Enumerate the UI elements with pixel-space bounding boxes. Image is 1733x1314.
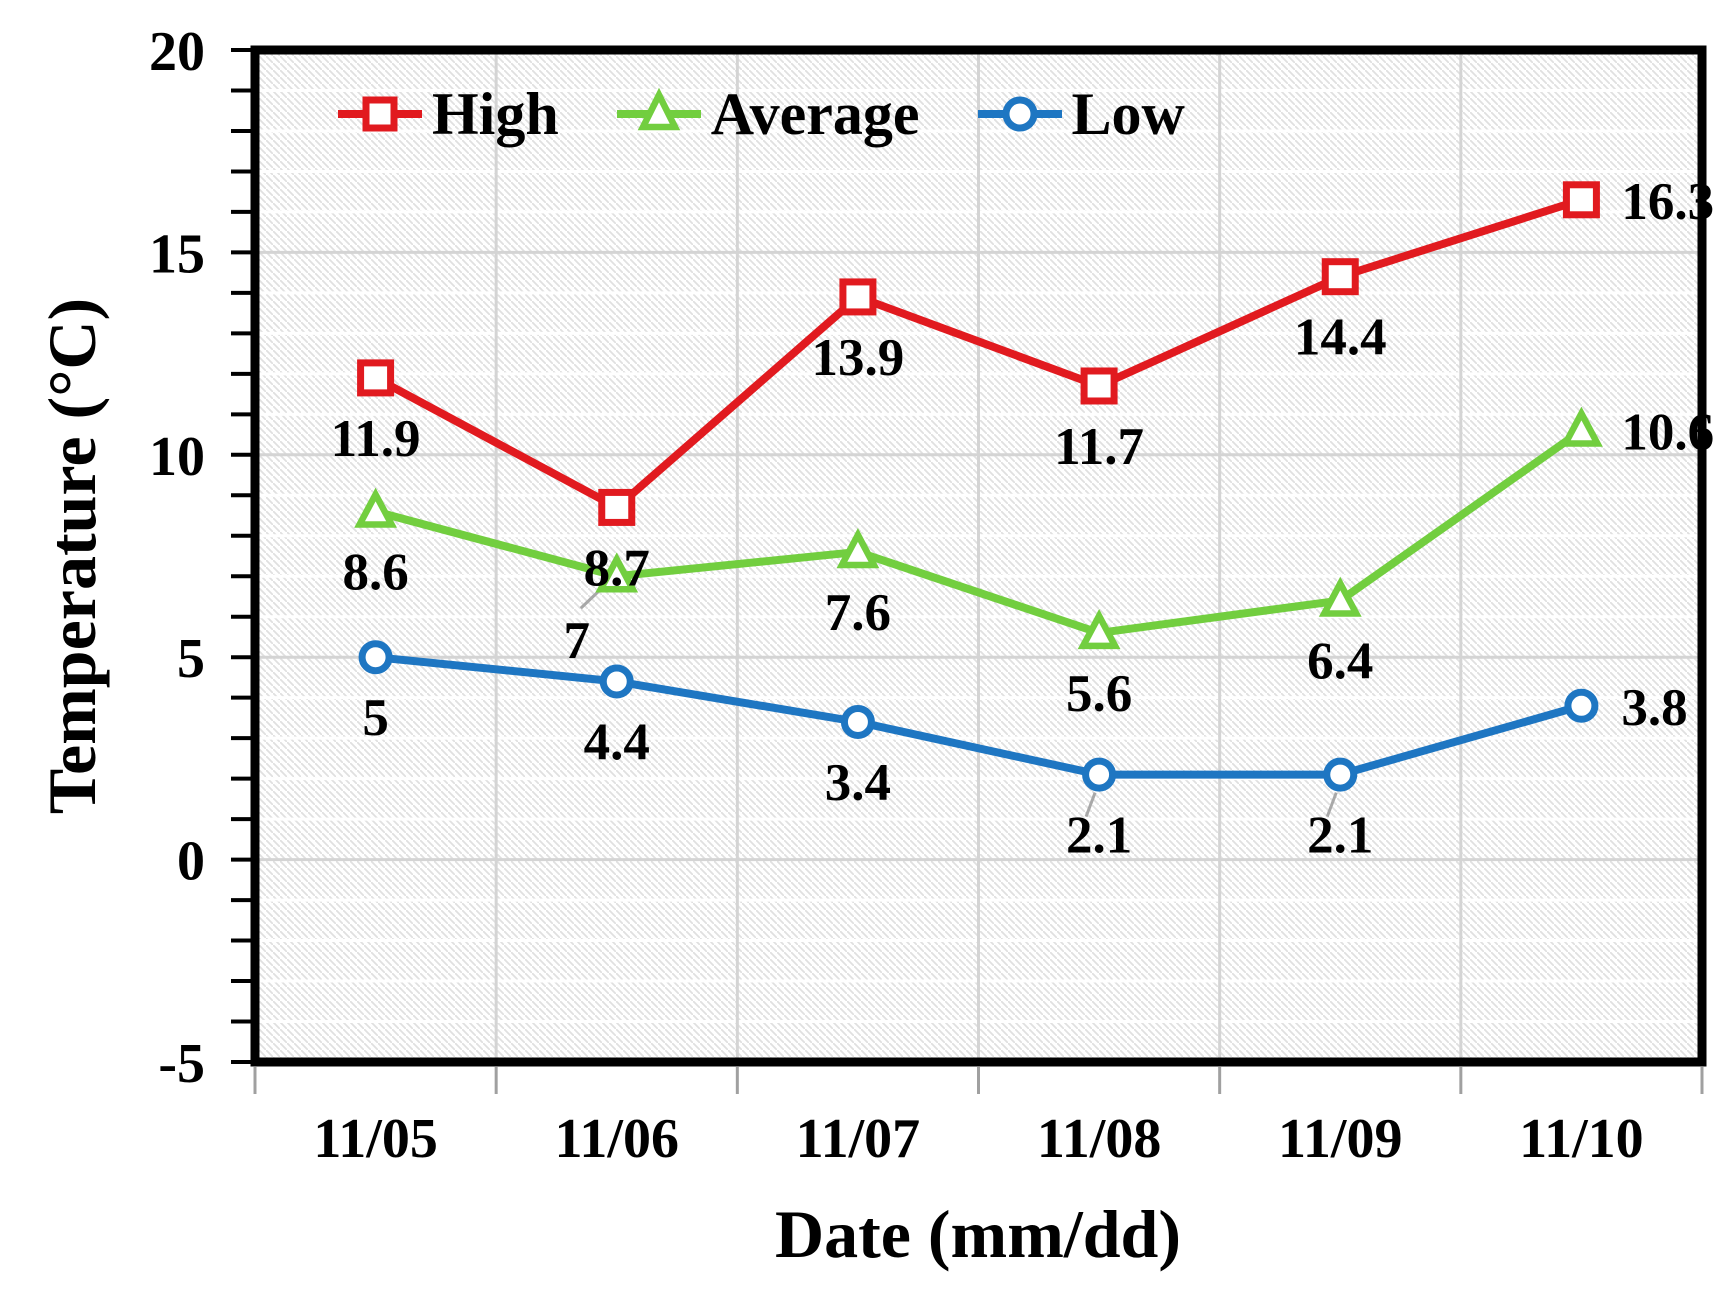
data-point-average-11/06 <box>595 552 639 593</box>
data-label: 3.4 <box>825 754 891 812</box>
label-leader-line <box>1325 792 1338 818</box>
series-line-low <box>371 653 1586 779</box>
legend-label-high: High <box>432 81 559 147</box>
legend-triangle-icon <box>637 87 680 131</box>
data-label: 13.9 <box>812 329 905 387</box>
legend-item-low: Low <box>976 84 1185 144</box>
data-point-high-11/08 <box>1080 367 1118 405</box>
data-label: 7.6 <box>825 584 891 642</box>
y-tick-label: -5 <box>158 1033 205 1095</box>
data-point-average-11/10 <box>1559 406 1603 447</box>
legend-square-icon <box>362 96 398 132</box>
legend-item-high: High <box>336 84 559 144</box>
x-tick-label: 11/08 <box>1037 1108 1161 1170</box>
x-tick-label: 11/10 <box>1519 1108 1643 1170</box>
high-series-square-marker-icon <box>338 96 422 132</box>
data-point-low-11/06 <box>599 664 634 699</box>
data-point-high-11/05 <box>357 359 395 397</box>
data-point-low-11/09 <box>1323 757 1358 792</box>
x-tick-label: 11/05 <box>313 1108 437 1170</box>
data-label: 8.6 <box>342 543 408 601</box>
data-point-average-11/08 <box>1077 609 1121 650</box>
data-label: 7 <box>564 612 591 670</box>
label-leader-line <box>1084 792 1097 818</box>
legend-label-average: Average <box>710 81 920 147</box>
data-point-high-11/10 <box>1562 181 1600 219</box>
data-label: 5 <box>362 689 389 747</box>
x-tick-label: 11/07 <box>796 1108 920 1170</box>
data-label: 4.4 <box>584 713 650 771</box>
average-series-triangle-marker-icon <box>616 87 701 131</box>
y-tick-label: 10 <box>149 426 205 488</box>
data-point-low-11/05 <box>358 640 393 675</box>
x-axis-title: Date (mm/dd) <box>774 1196 1182 1272</box>
data-label: 6.4 <box>1307 633 1373 691</box>
legend: High Average Low <box>336 84 1185 144</box>
data-label: 8.7 <box>584 539 650 597</box>
data-point-average-11/07 <box>836 528 880 569</box>
y-axis-title: Temperature (°C) <box>34 297 110 815</box>
data-point-high-11/09 <box>1321 258 1359 296</box>
series-line-average <box>371 426 1586 637</box>
data-label: 2.1 <box>1066 807 1132 865</box>
data-label: 5.6 <box>1066 665 1132 723</box>
low-series-circle-marker-icon <box>977 96 1062 132</box>
data-label: 3.8 <box>1621 679 1687 737</box>
data-label: 11.7 <box>1054 418 1144 476</box>
y-tick-label: 15 <box>149 223 205 285</box>
data-point-high-11/07 <box>839 278 877 316</box>
data-point-high-11/06 <box>598 488 636 526</box>
data-point-average-11/09 <box>1318 576 1362 617</box>
x-tick-label: 11/09 <box>1278 1108 1402 1170</box>
data-point-low-11/08 <box>1082 757 1117 792</box>
x-tick-label: 11/06 <box>555 1108 679 1170</box>
data-point-low-11/10 <box>1564 688 1599 723</box>
data-label: 2.1 <box>1307 807 1373 865</box>
y-tick-label: 20 <box>149 21 205 83</box>
plot-border <box>250 45 1707 1067</box>
series-line-high <box>371 195 1586 512</box>
data-label: 14.4 <box>1294 309 1387 367</box>
y-tick-label: 0 <box>177 831 205 893</box>
data-point-average-11/05 <box>354 487 398 528</box>
legend-label-low: Low <box>1071 81 1185 147</box>
y-tick-label: 5 <box>177 628 205 690</box>
data-point-low-11/07 <box>840 704 875 739</box>
legend-circle-icon <box>1002 96 1037 132</box>
legend-item-average: Average <box>615 84 920 144</box>
data-label: 11.9 <box>331 410 421 468</box>
